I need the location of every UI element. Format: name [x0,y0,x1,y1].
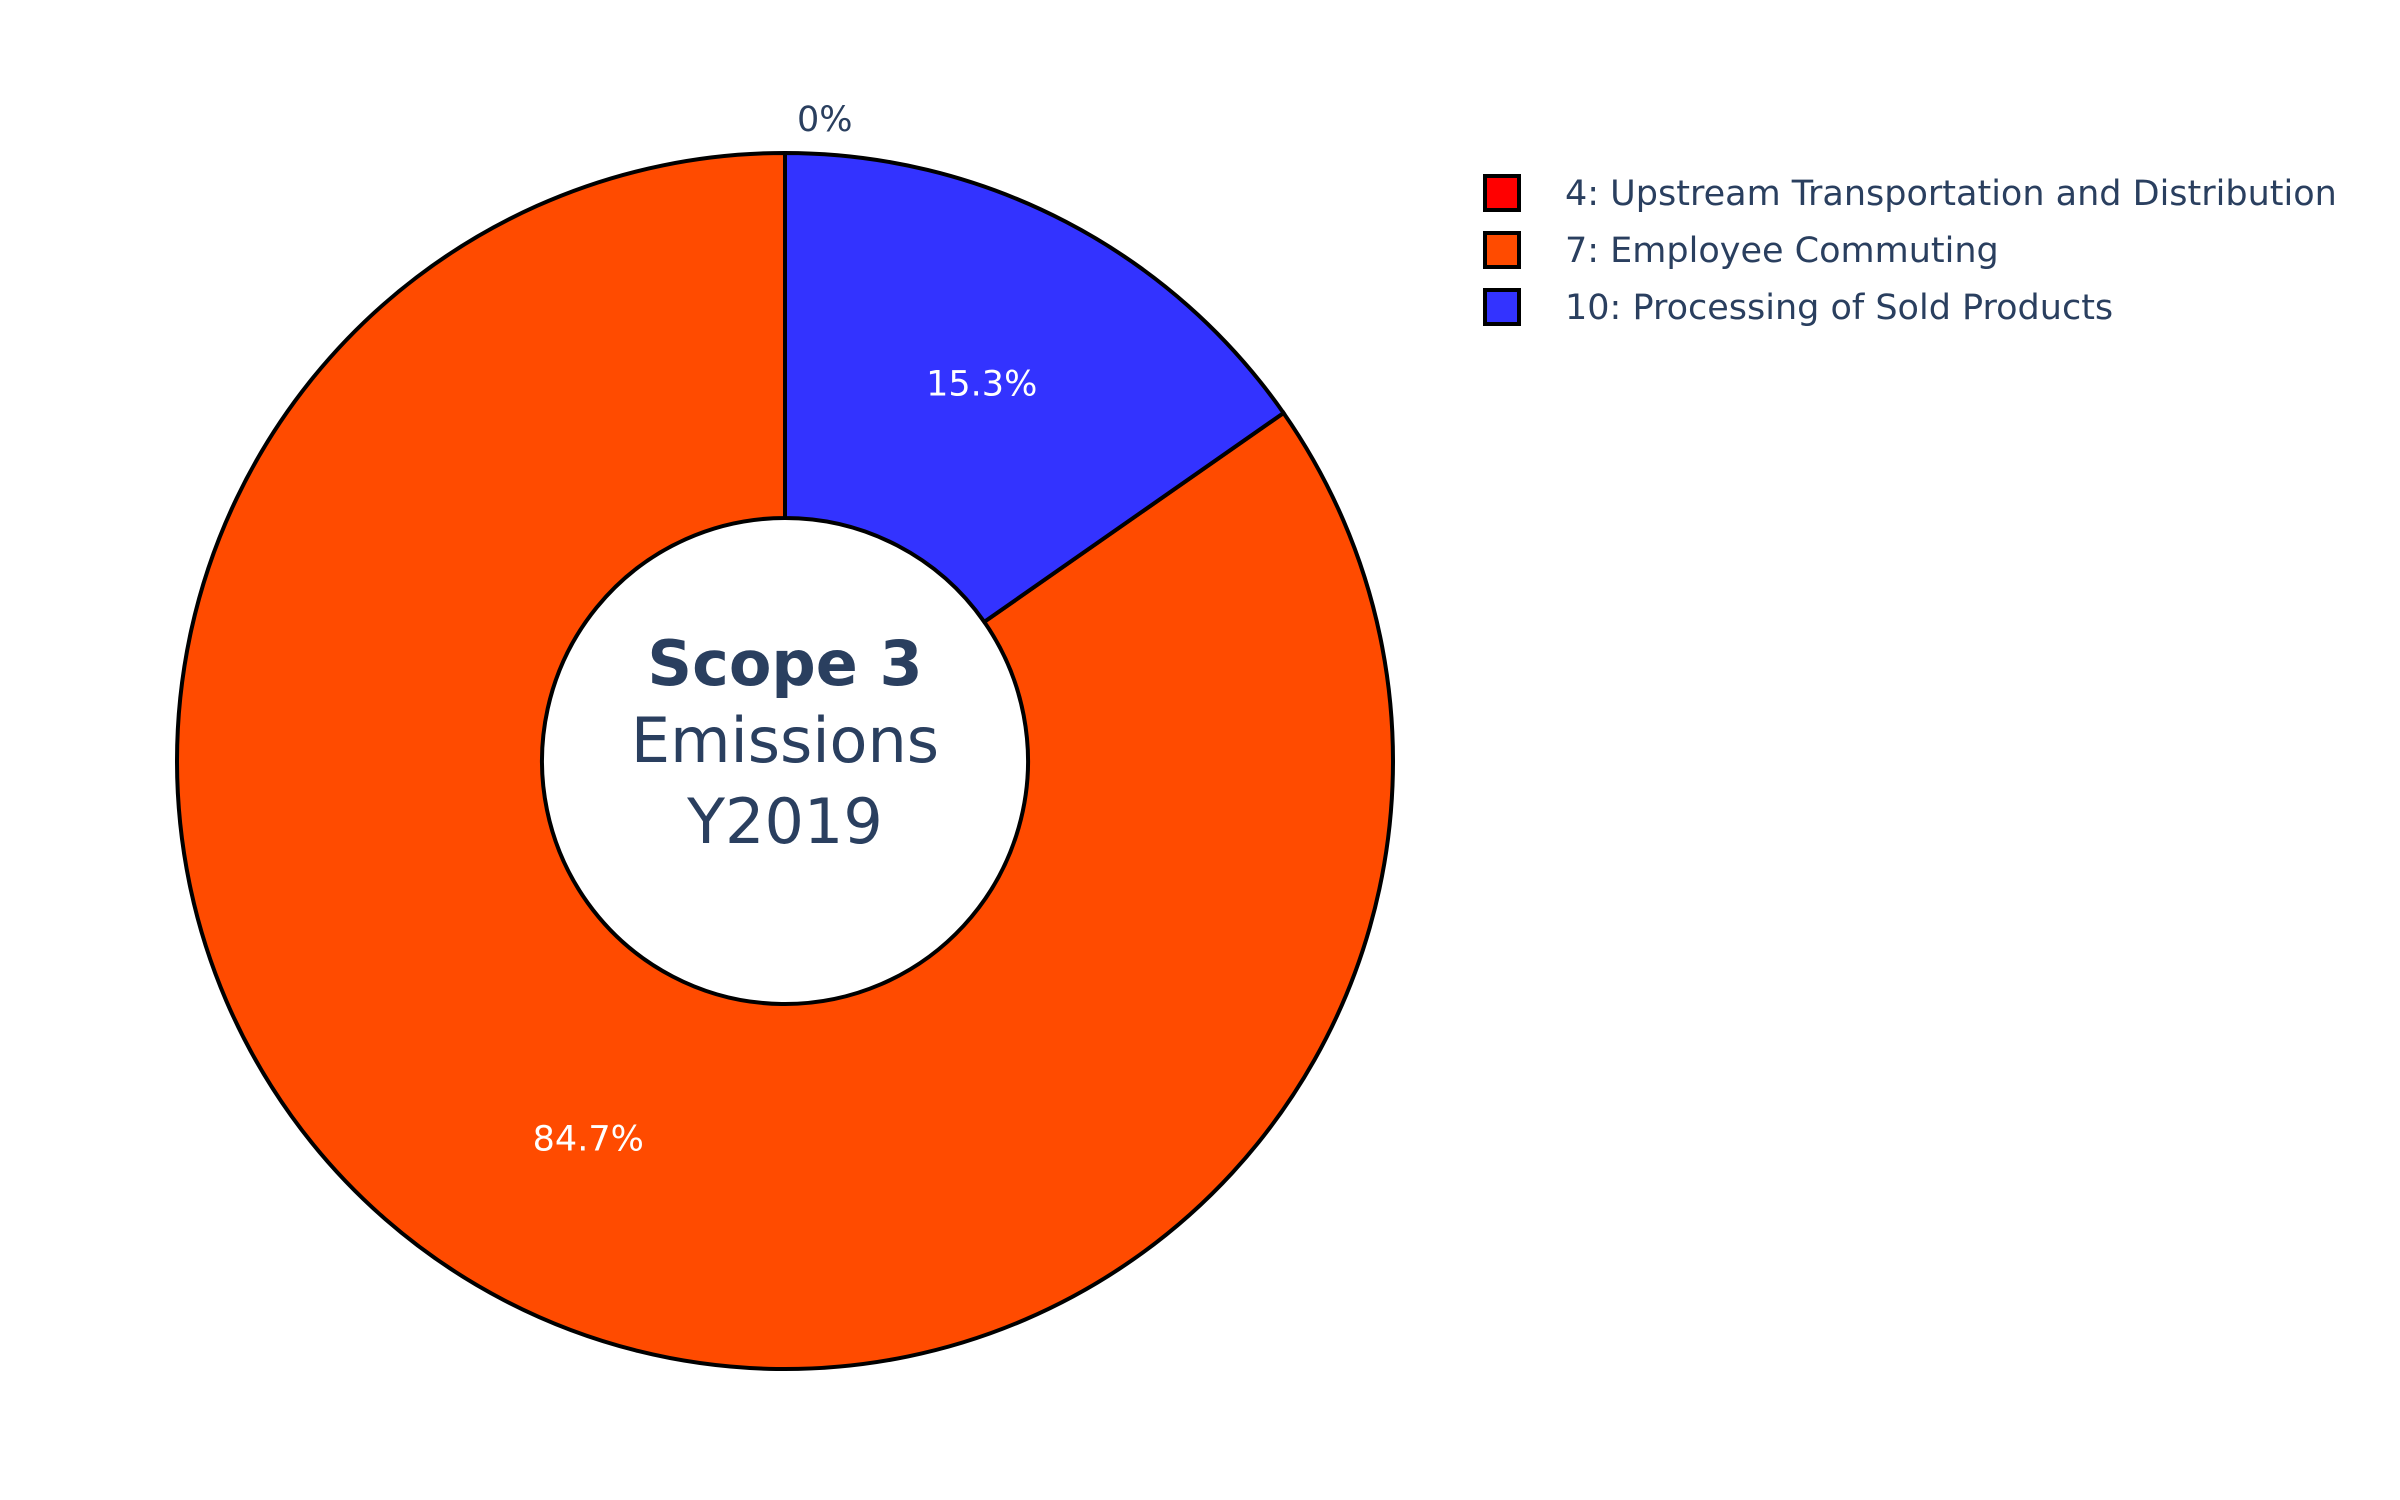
slice-label-7-employee-commuting: 84.7% [533,1119,644,1159]
slice-label-4-upstream-transportation-and-distribution: 0% [797,100,853,140]
slice-labels-group: 84.7% 15.3% 0% [533,100,1038,1159]
legend-item-4-upstream-transportation-and-distribution[interactable]: 4: Upstream Transportation and Distribut… [1483,174,2337,214]
center-year: Y2019 [686,785,883,858]
slice-10-processing-of-sold-products[interactable] [783,150,1287,625]
slice-7-employee-commuting[interactable] [175,150,1395,1371]
slices-group [175,150,1395,1371]
slice-label-10-processing-of-sold-products: 15.3% [926,365,1037,405]
legend[interactable]: 4: Upstream Transportation and Distribut… [1483,174,2337,328]
legend-swatch-10-processing-of-sold-products [1483,288,1521,326]
center-title: Scope 3 [647,627,922,700]
legend-label-7-employee-commuting: 7: Employee Commuting [1565,231,1999,271]
legend-label-10-processing-of-sold-products: 10: Processing of Sold Products [1565,288,2113,328]
center-subtitle: Emissions [631,704,939,777]
center-label: Scope 3 Emissions Y2019 [631,627,939,858]
legend-label-4-upstream-transportation-and-distribution: 4: Upstream Transportation and Distribut… [1565,174,2337,214]
legend-item-7-employee-commuting[interactable]: 7: Employee Commuting [1483,231,1999,271]
legend-item-10-processing-of-sold-products[interactable]: 10: Processing of Sold Products [1483,288,2113,328]
legend-swatch-7-employee-commuting [1483,231,1521,269]
legend-swatch-4-upstream-transportation-and-distribution [1483,174,1521,212]
